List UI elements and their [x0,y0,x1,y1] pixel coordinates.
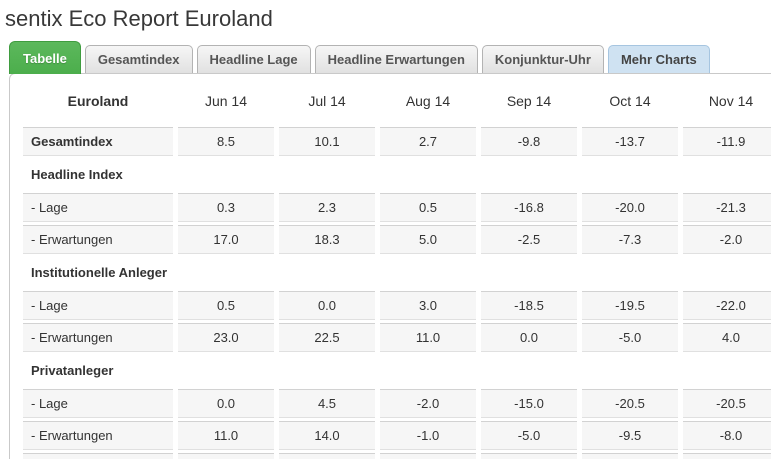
value-cell: 8.5 [178,127,274,156]
value-cell: 10.1 [279,127,375,156]
row-label: - Lage [23,193,173,222]
column-header-nov-14: Nov 14 [708,93,754,109]
value-cell: 11.0 [178,421,274,450]
column-header-aug-14: Aug 14 [405,93,451,109]
value-cell: 0.3 [178,193,274,222]
value-cell [481,453,577,459]
value-cell: -21.3 [683,193,771,222]
value-cell: 0.5 [178,291,274,320]
value-cell: -20.0 [582,193,678,222]
value-cell: -5.0 [582,323,678,352]
tab-bar: Tabelle Gesamtindex Headline Lage Headline … [0,41,771,74]
value-cell: -11.9 [683,127,771,156]
section-label: Headline Index [31,167,123,182]
row-label: - Erwartungen [23,225,173,254]
value-cell: 18.3 [279,225,375,254]
value-cell: -7.3 [582,225,678,254]
value-cell: -20.5 [582,389,678,418]
value-cell: -15.0 [481,389,577,418]
tab-headline-erwartungen[interactable]: Headline Erwartungen [314,45,478,73]
value-cell: -2.0 [683,225,771,254]
value-cell [683,453,771,459]
column-header-jul-14: Jul 14 [308,93,346,109]
value-cell: 0.0 [178,389,274,418]
tab-mehr-charts[interactable]: Mehr Charts [607,45,710,73]
section-row: Privatanleger [23,355,771,386]
row-label: - Erwartungen [23,421,173,450]
table-row: - Erwartungen 23.0 22.5 11.0 0.0 -5.0 4.0 [23,323,771,352]
value-cell [23,453,173,459]
value-cell: -18.5 [481,291,577,320]
row-label: Gesamtindex [23,127,173,156]
row-label: - Lage [23,389,173,418]
value-cell: 2.7 [380,127,476,156]
table-row: - Lage 0.0 4.5 -2.0 -15.0 -20.5 -20.5 [23,389,771,418]
column-header-sep-14: Sep 14 [506,93,552,109]
tab-konjunktur-uhr[interactable]: Konjunktur-Uhr [481,45,604,73]
value-cell: -13.7 [582,127,678,156]
value-cell: 22.5 [279,323,375,352]
value-cell: 5.0 [380,225,476,254]
report-panel: Euroland Jun 14 Jul 14 Aug 14 Sep 14 Oct 14 No… [9,73,771,459]
value-cell [380,453,476,459]
page-title: sentix Eco Report Euroland [5,6,273,31]
value-cell [279,453,375,459]
value-cell: 2.3 [279,193,375,222]
section-label: Privatanleger [31,363,114,378]
table-row: - Erwartungen 11.0 14.0 -1.0 -5.0 -9.5 -8.0 [23,421,771,450]
value-cell: 3.0 [380,291,476,320]
table-row-partial [23,453,771,459]
table-row: - Erwartungen 17.0 18.3 5.0 -2.5 -7.3 -2.0 [23,225,771,254]
value-cell [582,453,678,459]
section-row: Institutionelle Anleger [23,257,771,288]
value-cell: -20.5 [683,389,771,418]
table-header-row: Euroland Jun 14 Jul 14 Aug 14 Sep 14 Oct 14 No… [23,84,771,124]
row-label: - Lage [23,291,173,320]
column-header-region: Euroland [67,93,129,109]
value-cell: -9.8 [481,127,577,156]
value-cell: -1.0 [380,421,476,450]
value-cell: 17.0 [178,225,274,254]
value-cell: -8.0 [683,421,771,450]
tab-gesamtindex[interactable]: Gesamtindex [84,45,193,73]
section-label: Institutionelle Anleger [31,265,168,280]
value-cell: -19.5 [582,291,678,320]
row-label: - Erwartungen [23,323,173,352]
report-table: Euroland Jun 14 Jul 14 Aug 14 Sep 14 Oct 14 No… [18,81,771,459]
value-cell: 4.5 [279,389,375,418]
column-header-oct-14: Oct 14 [609,93,651,109]
tab-tabelle[interactable]: Tabelle [9,41,81,74]
value-cell: 0.5 [380,193,476,222]
section-row: Headline Index [23,159,771,190]
value-cell: 14.0 [279,421,375,450]
value-cell [178,453,274,459]
value-cell: -9.5 [582,421,678,450]
value-cell: 11.0 [380,323,476,352]
value-cell: -2.0 [380,389,476,418]
table-row: - Lage 0.3 2.3 0.5 -16.8 -20.0 -21.3 [23,193,771,222]
table-row: Gesamtindex 8.5 10.1 2.7 -9.8 -13.7 -11.9 [23,127,771,156]
tab-headline-lage[interactable]: Headline Lage [196,45,311,73]
value-cell: -5.0 [481,421,577,450]
value-cell: 4.0 [683,323,771,352]
value-cell: -22.0 [683,291,771,320]
column-header-jun-14: Jun 14 [204,93,248,109]
value-cell: -16.8 [481,193,577,222]
table-row: - Lage 0.5 0.0 3.0 -18.5 -19.5 -22.0 [23,291,771,320]
table-body: Gesamtindex 8.5 10.1 2.7 -9.8 -13.7 -11.9 Headl… [23,127,771,459]
value-cell: 0.0 [481,323,577,352]
value-cell: -2.5 [481,225,577,254]
value-cell: 0.0 [279,291,375,320]
value-cell: 23.0 [178,323,274,352]
